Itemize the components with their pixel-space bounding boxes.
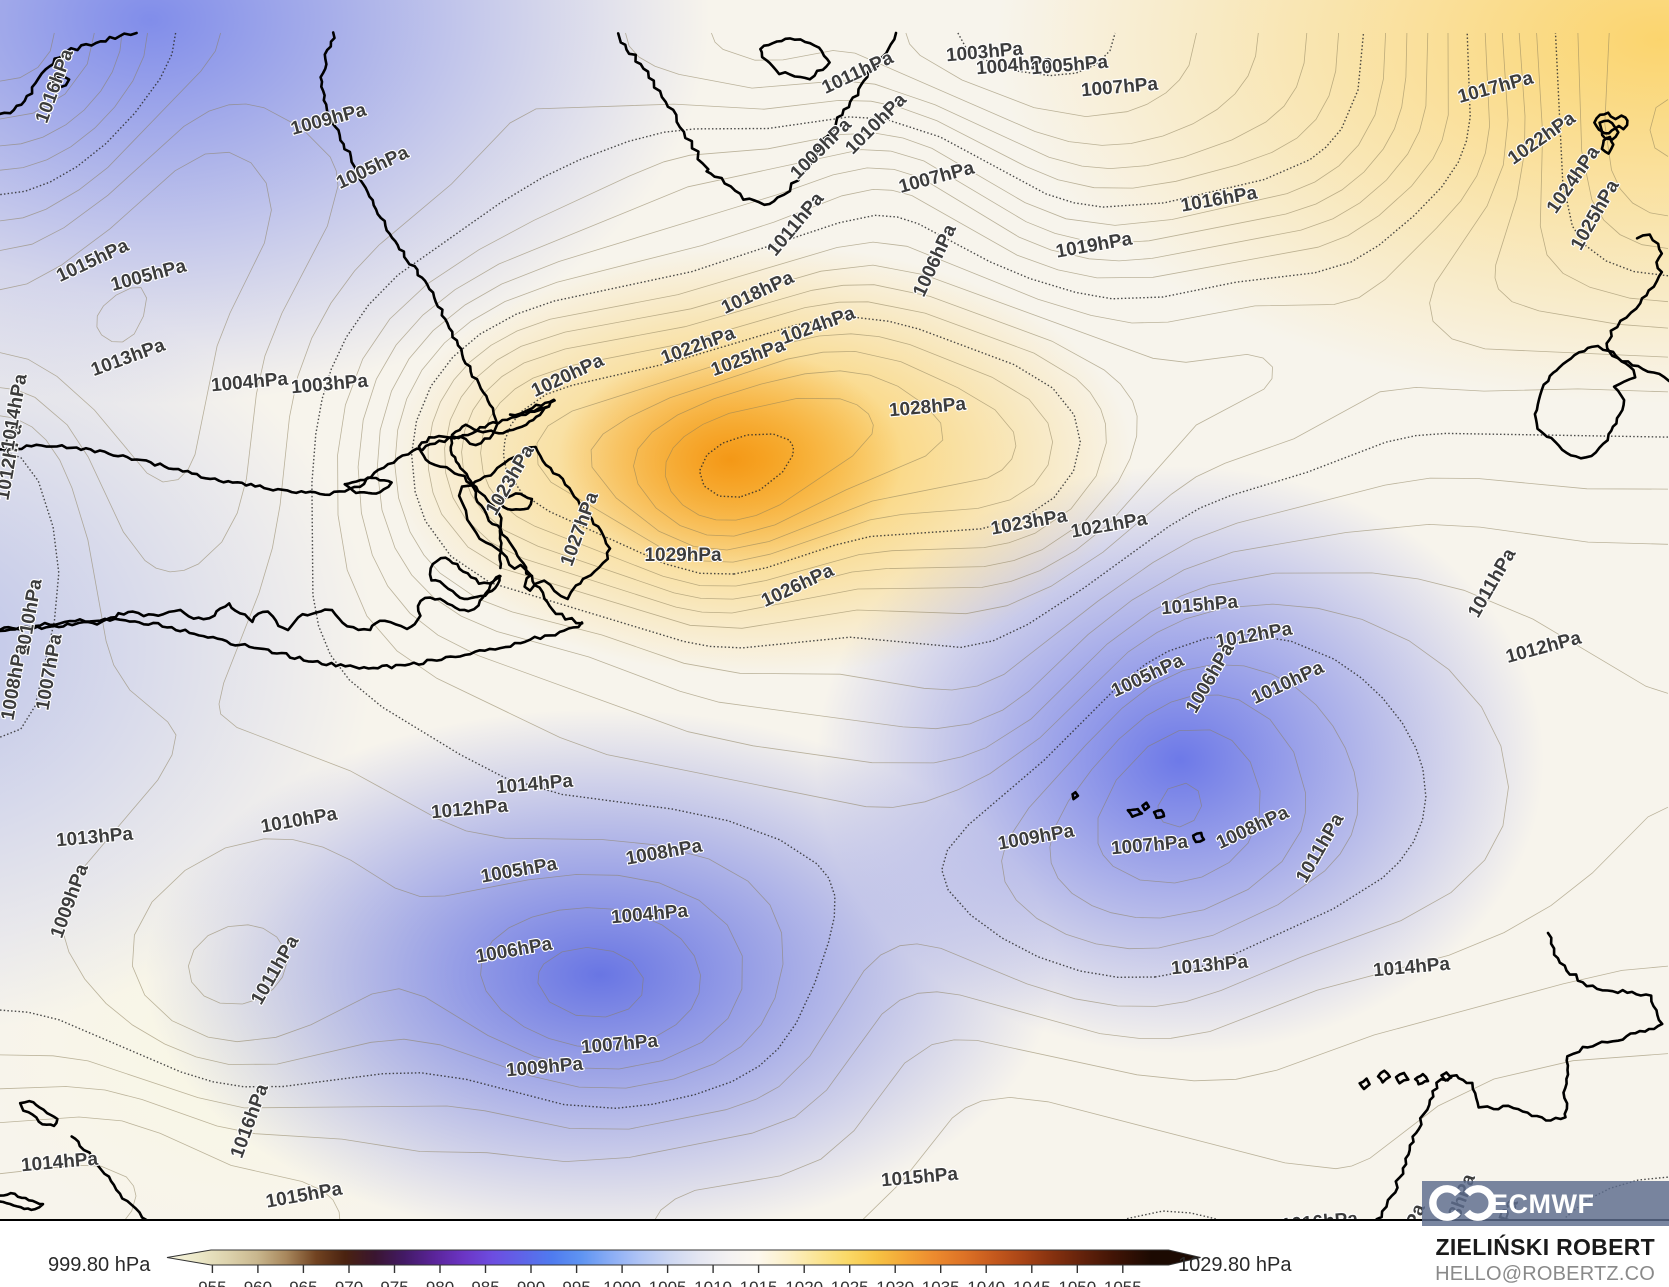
svg-text:1010: 1010 (694, 1278, 732, 1287)
svg-text:1015hPa: 1015hPa (264, 1178, 344, 1212)
svg-text:1009hPa: 1009hPa (289, 99, 369, 139)
svg-text:1015hPa: 1015hPa (880, 1164, 959, 1192)
svg-text:965: 965 (289, 1278, 317, 1287)
svg-text:1000: 1000 (603, 1278, 641, 1287)
svg-text:1004hPa: 1004hPa (210, 369, 289, 397)
svg-text:1003hPa: 1003hPa (290, 371, 369, 399)
svg-text:1025: 1025 (831, 1278, 869, 1287)
svg-text:1024hPa: 1024hPa (778, 303, 858, 349)
svg-text:1005hPa: 1005hPa (109, 255, 189, 295)
svg-text:1016hPa: 1016hPa (32, 46, 78, 126)
svg-text:1011hPa: 1011hPa (247, 932, 303, 1009)
svg-text:1012hPa: 1012hPa (1504, 627, 1584, 667)
svg-text:1016hPa: 1016hPa (227, 1081, 273, 1161)
svg-text:1011hPa: 1011hPa (1292, 810, 1348, 887)
svg-text:1009hPa: 1009hPa (505, 1054, 584, 1082)
svg-text:1007hPa: 1007hPa (580, 1031, 659, 1059)
svg-text:1013hPa: 1013hPa (1170, 952, 1249, 980)
svg-text:1030: 1030 (876, 1278, 914, 1287)
svg-text:1011hPa: 1011hPa (1464, 545, 1520, 622)
svg-text:1014hPa: 1014hPa (495, 771, 574, 799)
svg-text:1011hPa: 1011hPa (819, 47, 897, 98)
svg-text:1006hPa: 1006hPa (909, 221, 961, 300)
svg-text:1018hPa: 1018hPa (718, 267, 797, 319)
svg-text:1007hPa: 1007hPa (897, 157, 977, 197)
svg-text:1010hPa: 1010hPa (841, 89, 911, 159)
svg-text:1020hPa: 1020hPa (528, 350, 607, 402)
svg-text:1019hPa: 1019hPa (1054, 228, 1134, 262)
svg-text:1023hPa: 1023hPa (989, 505, 1069, 539)
svg-text:1015hPa: 1015hPa (1160, 592, 1239, 620)
svg-text:1014hPa: 1014hPa (0, 372, 32, 452)
svg-text:1026hPa: 1026hPa (758, 560, 837, 612)
svg-text:1012hPa: 1012hPa (430, 796, 509, 824)
svg-text:1013hPa: 1013hPa (55, 824, 134, 852)
svg-text:1016hPa: 1016hPa (1280, 1209, 1359, 1221)
svg-text:1040: 1040 (967, 1278, 1005, 1287)
svg-text:980: 980 (426, 1278, 454, 1287)
svg-text:1008hPa: 1008hPa (0, 642, 32, 722)
svg-text:1005: 1005 (649, 1278, 687, 1287)
svg-text:1055: 1055 (1104, 1278, 1142, 1287)
svg-text:1007hPa: 1007hPa (33, 632, 67, 712)
svg-text:1013hPa: 1013hPa (88, 335, 168, 381)
svg-text:1010hPa: 1010hPa (1248, 657, 1327, 709)
svg-text:1006hPa: 1006hPa (474, 933, 554, 967)
svg-text:1027hPa: 1027hPa (557, 489, 603, 569)
svg-text:1020: 1020 (785, 1278, 823, 1287)
svg-text:1005hPa: 1005hPa (479, 853, 559, 887)
svg-text:955: 955 (198, 1278, 226, 1287)
svg-text:1028hPa: 1028hPa (888, 394, 967, 422)
svg-text:1014hPa: 1014hPa (1372, 954, 1451, 982)
svg-text:1004hPa: 1004hPa (610, 901, 689, 929)
svg-text:995: 995 (562, 1278, 590, 1287)
svg-text:1016hPa: 1016hPa (1179, 182, 1259, 216)
svg-text:1005hPa: 1005hPa (333, 142, 412, 194)
svg-text:1022hPa: 1022hPa (1504, 108, 1580, 170)
svg-text:985: 985 (471, 1278, 499, 1287)
svg-text:1035: 1035 (922, 1278, 960, 1287)
svg-text:1017hPa: 1017hPa (1456, 67, 1536, 107)
svg-text:1014hPa: 1014hPa (20, 1149, 99, 1177)
svg-text:1007hPa: 1007hPa (1110, 832, 1189, 860)
svg-text:1005hPa: 1005hPa (1108, 650, 1187, 702)
svg-text:1009hPa: 1009hPa (47, 861, 93, 941)
svg-text:975: 975 (380, 1278, 408, 1287)
svg-text:1021hPa: 1021hPa (1069, 508, 1149, 542)
svg-text:ECMWF: ECMWF (1490, 1189, 1594, 1219)
svg-text:1009hPa: 1009hPa (996, 820, 1076, 854)
svg-text:1029hPa: 1029hPa (644, 545, 722, 566)
svg-text:1015: 1015 (740, 1278, 778, 1287)
svg-text:1006hPa: 1006hPa (1182, 639, 1239, 717)
svg-text:1045: 1045 (1013, 1278, 1051, 1287)
svg-text:1008hPa: 1008hPa (1213, 802, 1292, 854)
svg-text:1010hPa: 1010hPa (259, 803, 339, 837)
svg-text:1011hPa: 1011hPa (763, 188, 828, 260)
svg-text:990: 990 (517, 1278, 545, 1287)
svg-text:960: 960 (244, 1278, 272, 1287)
svg-text:970: 970 (335, 1278, 363, 1287)
svg-text:1023hPa: 1023hPa (482, 441, 539, 519)
svg-text:1008hPa: 1008hPa (624, 835, 704, 869)
svg-text:1050: 1050 (1058, 1278, 1096, 1287)
svg-text:1007hPa: 1007hPa (1080, 74, 1159, 102)
